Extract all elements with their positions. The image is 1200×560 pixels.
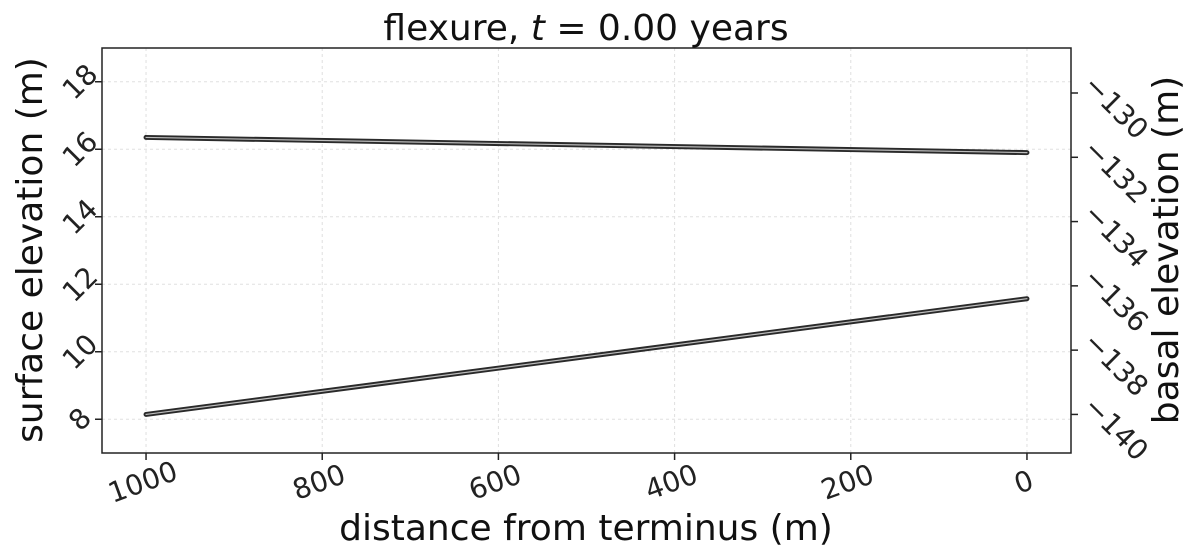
series-line-right-highlight (145, 298, 1028, 416)
y-axis-label-right: basal elevation (m) (1146, 76, 1187, 424)
grid (102, 48, 1071, 453)
series-line-left-highlight (145, 136, 1028, 154)
y-axis-label-left: surface elevation (m) (10, 57, 51, 443)
chart-title: flexure, t = 0.00 years (383, 8, 788, 49)
x-axis-label: distance from terminus (m) (339, 508, 833, 549)
plot-frame (101, 47, 1072, 454)
series-layer (143, 134, 1030, 417)
